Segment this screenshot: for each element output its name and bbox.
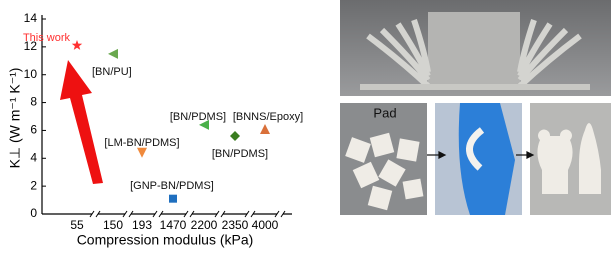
x-tick-label: 2350 bbox=[222, 218, 249, 232]
data-point bbox=[137, 148, 147, 158]
point-label: [BNNS/Epoxy] bbox=[233, 111, 303, 123]
point-label: [BN/PDMS] bbox=[212, 148, 268, 160]
pad-label: Pad bbox=[373, 105, 396, 120]
point-label: [BN/PU] bbox=[92, 66, 132, 78]
data-point bbox=[169, 195, 177, 203]
point-label: [LM-BN/PDMS] bbox=[104, 137, 179, 149]
x-tick-label: 150 bbox=[103, 218, 123, 232]
y-tick-label: 0 bbox=[30, 206, 37, 220]
x-axis-label: Compression modulus (kPa) bbox=[77, 232, 254, 248]
y-tick-label: 2 bbox=[30, 178, 37, 192]
x-tick-label: 2200 bbox=[191, 218, 218, 232]
point-label: This work bbox=[23, 32, 71, 44]
point-label: [GNP-BN/PDMS] bbox=[130, 180, 214, 192]
y-tick-label: 8 bbox=[30, 95, 37, 109]
trend-arrow bbox=[60, 60, 103, 184]
photos: Pad bbox=[340, 0, 611, 215]
data-point bbox=[72, 40, 82, 50]
x-tick-label: 55 bbox=[70, 218, 84, 232]
data-point bbox=[108, 49, 118, 59]
block bbox=[428, 12, 520, 86]
y-tick-label: 4 bbox=[30, 150, 37, 164]
figure: K⊥ (W m⁻¹ K⁻¹) Compression modulus (kPa)… bbox=[0, 0, 611, 249]
y-tick-label: 6 bbox=[30, 123, 37, 137]
chart: K⊥ (W m⁻¹ K⁻¹) Compression modulus (kPa)… bbox=[7, 11, 303, 248]
data-point bbox=[260, 124, 270, 134]
x-tick-label: 193 bbox=[132, 218, 152, 232]
x-tick-label: 1470 bbox=[160, 218, 187, 232]
bear-shape bbox=[537, 130, 572, 194]
base bbox=[360, 84, 590, 90]
point-label: [BN/PDMS] bbox=[170, 111, 226, 123]
y-tick-label: 14 bbox=[24, 11, 38, 25]
data-point bbox=[230, 131, 240, 141]
y-tick-label: 10 bbox=[24, 67, 38, 81]
y-axis-label: K⊥ (W m⁻¹ K⁻¹) bbox=[7, 68, 23, 169]
x-tick-label: 4000 bbox=[252, 218, 279, 232]
